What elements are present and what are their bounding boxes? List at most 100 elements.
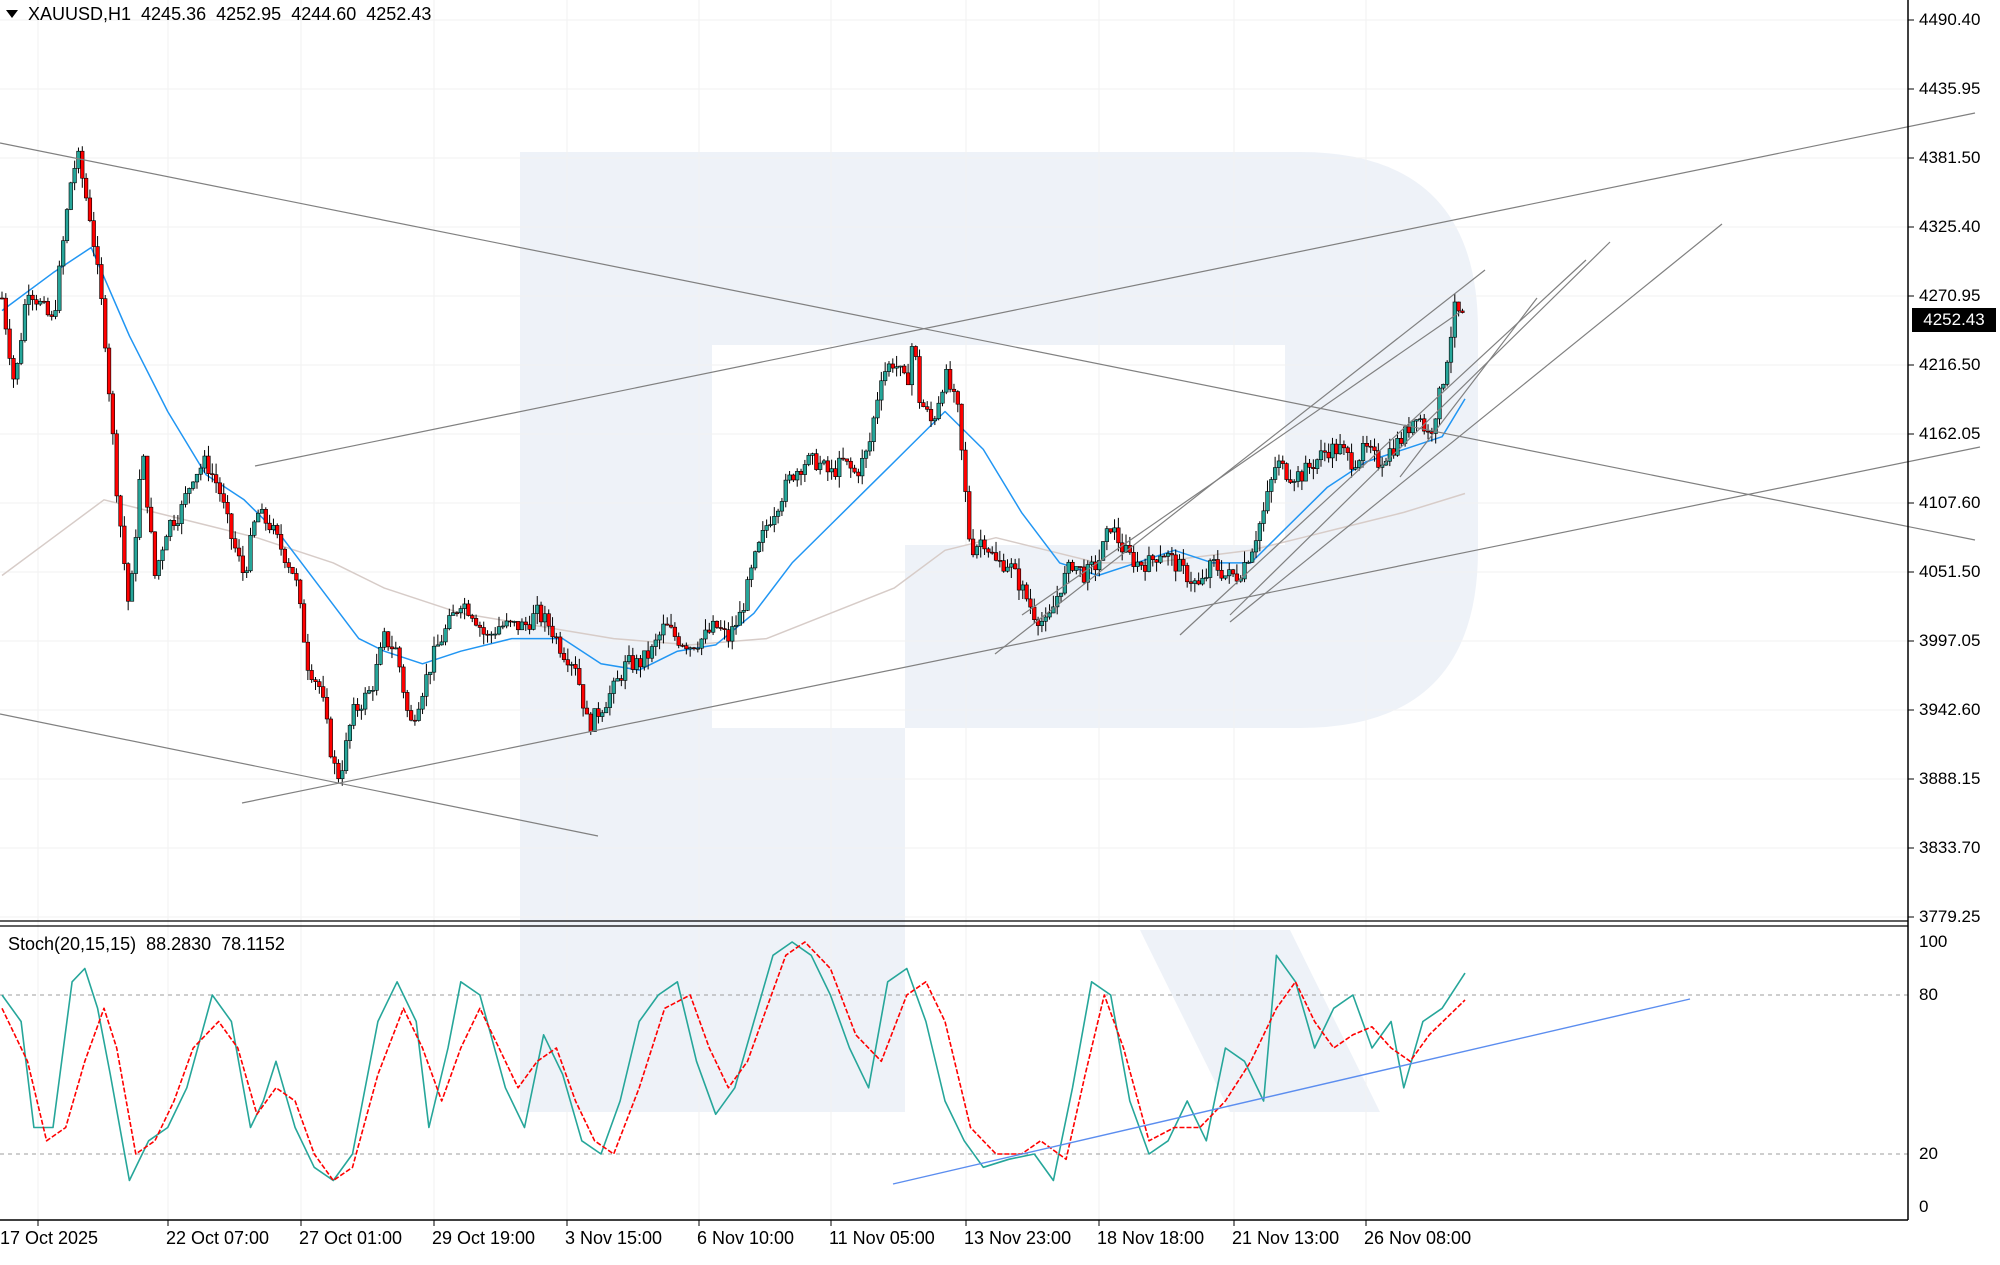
candle-down bbox=[707, 629, 712, 633]
candle-down bbox=[145, 455, 150, 508]
candle-up bbox=[978, 539, 983, 547]
candle-down bbox=[646, 650, 651, 659]
candle-down bbox=[87, 197, 93, 221]
candle-up bbox=[493, 633, 498, 636]
time-tick-label: 18 Nov 18:00 bbox=[1097, 1228, 1205, 1248]
candle-up bbox=[542, 613, 547, 623]
candle-down bbox=[1081, 566, 1087, 583]
candle-up bbox=[932, 418, 937, 422]
candle-down bbox=[722, 628, 727, 630]
candle-up bbox=[1177, 559, 1182, 572]
candle-down bbox=[328, 718, 333, 758]
candle-up bbox=[1112, 527, 1117, 533]
stochastic-name: Stoch(20,15,15) bbox=[8, 934, 137, 954]
candle-down bbox=[997, 560, 1002, 562]
candle-up bbox=[53, 310, 58, 317]
candle-down bbox=[902, 365, 907, 374]
high-price: 4252.95 bbox=[216, 4, 282, 24]
ma-fast-line bbox=[1, 246, 1466, 671]
price-tick-label: 4325.40 bbox=[1919, 217, 1981, 236]
candle-up bbox=[940, 391, 945, 404]
candle-down bbox=[833, 468, 838, 477]
candle-down bbox=[103, 298, 108, 349]
candle-down bbox=[481, 627, 486, 635]
candle-up bbox=[730, 626, 735, 642]
candle-down bbox=[317, 681, 322, 687]
candle-up bbox=[198, 467, 203, 475]
candle-up bbox=[600, 712, 605, 717]
stochastic-tick-label: 80 bbox=[1919, 985, 1938, 1004]
candle-up bbox=[1441, 383, 1446, 389]
candle-up bbox=[1445, 361, 1450, 385]
candle-up bbox=[898, 365, 903, 368]
candle-up bbox=[1047, 612, 1052, 618]
logo-shape bbox=[520, 152, 1478, 1112]
candle-down bbox=[1116, 527, 1121, 544]
candle-up bbox=[439, 641, 444, 646]
candle-down bbox=[397, 647, 402, 668]
candle-up bbox=[462, 603, 467, 609]
candle-up bbox=[1452, 301, 1457, 338]
candle-up bbox=[19, 340, 24, 364]
candle-down bbox=[993, 552, 999, 561]
candle-up bbox=[661, 623, 666, 636]
candle-up bbox=[1395, 438, 1400, 456]
candle-up bbox=[38, 300, 43, 305]
candle-down bbox=[1288, 479, 1293, 483]
close-price: 4252.43 bbox=[366, 4, 432, 24]
candle-up bbox=[160, 549, 165, 561]
candle-up bbox=[883, 371, 888, 382]
candle-down bbox=[7, 328, 12, 359]
candle-up bbox=[1200, 577, 1205, 585]
candle-up bbox=[569, 664, 574, 666]
candle-up bbox=[1074, 566, 1079, 571]
candle-up bbox=[431, 645, 437, 673]
candle-up bbox=[886, 363, 892, 372]
candle-down bbox=[921, 402, 926, 407]
candle-down bbox=[401, 666, 406, 693]
candle-up bbox=[936, 402, 941, 420]
candle-up bbox=[653, 639, 658, 647]
candle-up bbox=[623, 661, 628, 681]
candle-down bbox=[1460, 310, 1465, 313]
candle-down bbox=[84, 177, 89, 199]
trendline bbox=[994, 269, 1486, 655]
candle-up bbox=[1104, 528, 1109, 542]
candle-up bbox=[343, 740, 349, 772]
candle-up bbox=[1223, 575, 1228, 579]
candle-down bbox=[516, 621, 521, 631]
candle-up bbox=[1211, 559, 1217, 562]
candle-down bbox=[1368, 445, 1373, 448]
candle-down bbox=[267, 522, 272, 531]
candle-down bbox=[1219, 569, 1224, 579]
candle-down bbox=[856, 471, 861, 477]
candle-up bbox=[252, 521, 257, 536]
candle-up bbox=[1055, 596, 1060, 608]
candle-down bbox=[1215, 559, 1220, 571]
candle-down bbox=[825, 460, 830, 473]
trendlines[interactable] bbox=[0, 112, 1981, 837]
candle-down bbox=[913, 346, 918, 357]
candle-up bbox=[416, 708, 421, 721]
candle-down bbox=[126, 563, 131, 602]
candle-up bbox=[512, 621, 517, 623]
candle-down bbox=[122, 525, 127, 564]
candle-down bbox=[1185, 565, 1190, 583]
candle-up bbox=[1097, 560, 1102, 571]
collapse-triangle-icon[interactable] bbox=[6, 10, 18, 18]
candle-down bbox=[948, 369, 953, 390]
candle-down bbox=[114, 433, 119, 497]
candle-up bbox=[1192, 580, 1197, 584]
stoch-signal-line bbox=[1, 941, 1466, 1182]
candle-up bbox=[821, 460, 827, 464]
candle-up bbox=[451, 612, 456, 616]
candle-up bbox=[642, 650, 647, 668]
candle-up bbox=[1146, 555, 1152, 572]
candle-up bbox=[894, 366, 899, 369]
candle-down bbox=[473, 618, 479, 626]
candle-up bbox=[703, 629, 708, 640]
price-tick-label: 4216.50 bbox=[1919, 355, 1981, 374]
candle-up bbox=[435, 644, 440, 647]
candle-up bbox=[187, 488, 192, 494]
